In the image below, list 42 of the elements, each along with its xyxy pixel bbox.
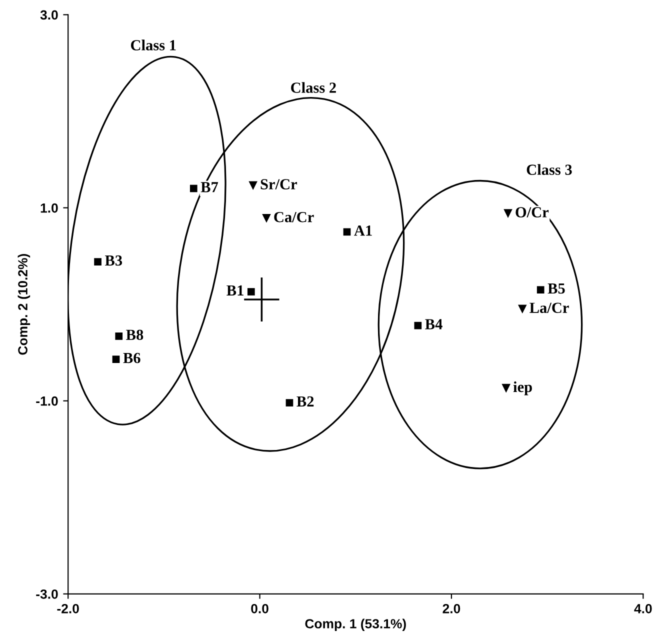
point xyxy=(504,209,512,218)
data-label: iep xyxy=(513,381,532,396)
data-label: Ca/Cr xyxy=(274,212,314,222)
data-label: O/Cr xyxy=(516,207,549,218)
point xyxy=(112,356,120,364)
x-axis-title: Comp. 1 (53.1%) xyxy=(305,618,406,632)
y-tick-label: 3.0 xyxy=(40,10,58,20)
data-label: B4 xyxy=(425,319,442,330)
y-tick-label: -3.0 xyxy=(36,589,58,599)
point xyxy=(244,278,280,322)
data-label: Sr/Cr xyxy=(260,179,298,190)
point xyxy=(343,228,351,236)
point xyxy=(262,214,271,223)
y-tick-label: 1.0 xyxy=(40,203,58,213)
point xyxy=(115,332,123,340)
x-tick-label: 2.0 xyxy=(442,604,460,614)
point xyxy=(94,258,102,266)
data-label: B6 xyxy=(123,352,140,364)
data-label: La/Cr xyxy=(530,302,569,313)
data-label: B1 xyxy=(226,285,244,296)
point xyxy=(190,184,198,192)
point xyxy=(518,304,527,314)
data-label: B2 xyxy=(296,396,314,407)
y-tick-label: -1.0 xyxy=(36,396,58,406)
point xyxy=(502,384,510,393)
data-label: B5 xyxy=(548,284,565,294)
data-label: B7 xyxy=(200,182,218,192)
data-label: B8 xyxy=(126,330,144,340)
data-label: A1 xyxy=(354,226,372,236)
y-axis-title: Comp. 2 (10.2%) xyxy=(18,254,30,355)
point xyxy=(414,322,422,330)
point xyxy=(248,181,258,190)
data-label: B3 xyxy=(104,255,122,266)
x-tick-label: 0.0 xyxy=(251,604,268,614)
point xyxy=(536,286,544,294)
x-tick-label: -2.0 xyxy=(57,604,79,614)
point xyxy=(286,399,294,406)
x-tick-label: 4.0 xyxy=(634,604,652,614)
annotation: Class 1 xyxy=(131,40,176,50)
point xyxy=(247,288,255,296)
annotation: Class 3 xyxy=(526,164,572,175)
annotation: Class 2 xyxy=(291,82,336,93)
